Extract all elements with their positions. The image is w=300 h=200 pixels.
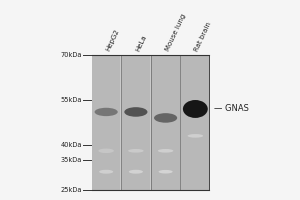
- Text: 25kDa: 25kDa: [61, 187, 82, 193]
- Text: HeLa: HeLa: [134, 34, 147, 52]
- Text: — GNAS: — GNAS: [214, 104, 249, 113]
- Bar: [122, 55, 150, 190]
- Text: HepG2: HepG2: [105, 28, 120, 52]
- Ellipse shape: [94, 108, 118, 116]
- Ellipse shape: [158, 170, 173, 174]
- Bar: [92, 55, 120, 190]
- Ellipse shape: [158, 149, 173, 153]
- Ellipse shape: [129, 170, 143, 174]
- Ellipse shape: [183, 100, 208, 118]
- Ellipse shape: [124, 107, 148, 117]
- Text: 40kDa: 40kDa: [61, 142, 82, 148]
- Ellipse shape: [98, 149, 114, 153]
- Text: 70kDa: 70kDa: [61, 52, 82, 58]
- Bar: [92, 55, 209, 190]
- Ellipse shape: [99, 170, 113, 174]
- Ellipse shape: [188, 134, 203, 138]
- Text: Mouse lung: Mouse lung: [164, 13, 187, 52]
- Text: 55kDa: 55kDa: [61, 97, 82, 103]
- Ellipse shape: [154, 113, 177, 123]
- Text: Rat brain: Rat brain: [194, 21, 213, 52]
- Bar: [181, 55, 209, 190]
- Ellipse shape: [128, 149, 144, 153]
- Bar: [152, 55, 180, 190]
- Text: 35kDa: 35kDa: [61, 157, 82, 163]
